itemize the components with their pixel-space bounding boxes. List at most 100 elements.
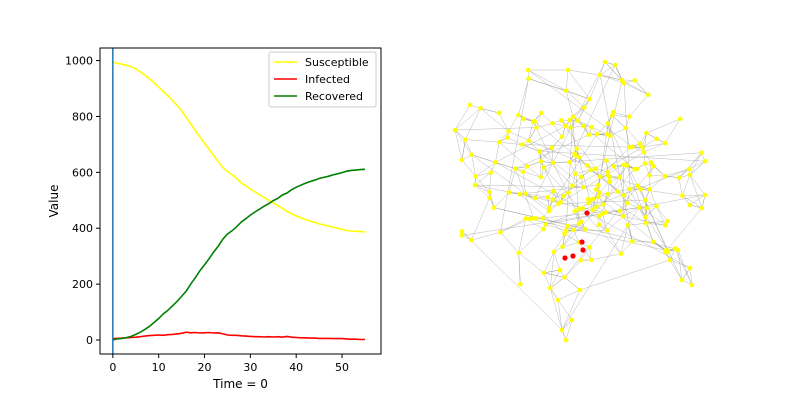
network-edge	[518, 228, 544, 253]
network-edge	[461, 231, 563, 331]
y-tick-label: 200	[72, 278, 93, 291]
network-node-susceptible	[562, 275, 567, 280]
network-edge	[572, 116, 579, 224]
network-edge	[596, 123, 609, 135]
network-edge	[552, 152, 702, 163]
network-node-susceptible	[576, 154, 582, 160]
network-edge	[550, 251, 555, 289]
network-node-susceptible	[687, 265, 693, 271]
network-node-susceptible	[496, 110, 502, 116]
network-node-susceptible	[525, 67, 531, 73]
network-node-susceptible	[531, 216, 536, 221]
network-edge	[528, 127, 537, 141]
network-edge	[567, 69, 601, 76]
network-edge	[558, 199, 646, 205]
network-node-susceptible	[627, 144, 632, 150]
network-node-susceptible	[619, 77, 625, 83]
network-node-susceptible	[623, 125, 628, 131]
network-edge	[522, 171, 526, 194]
network-node-susceptible	[516, 250, 521, 256]
network-edge	[567, 69, 590, 100]
network-node-susceptible	[487, 195, 492, 201]
network-node-susceptible	[586, 200, 591, 206]
network-edge	[552, 138, 657, 200]
network-node-infected	[580, 247, 586, 253]
legend: Susceptible Infected Recovered	[268, 51, 377, 108]
network-edge	[689, 174, 706, 196]
network-edge	[480, 108, 499, 114]
network-edge	[656, 206, 668, 222]
network-node-susceptible	[702, 158, 708, 164]
network-edge	[598, 216, 608, 231]
network-node-susceptible	[686, 166, 692, 172]
network-node-susceptible	[568, 125, 573, 130]
network-edge	[474, 184, 490, 199]
network-node-susceptible	[596, 194, 601, 200]
network-node-susceptible	[604, 158, 609, 163]
network-node-susceptible	[654, 204, 659, 209]
network-node-susceptible	[472, 182, 478, 188]
x-ticks: 0 10 20 30 40 50	[109, 354, 349, 374]
network-node-susceptible	[563, 123, 568, 129]
network-edge	[606, 230, 622, 254]
network-node-susceptible	[610, 113, 615, 118]
network-node-susceptible	[647, 186, 653, 192]
network-edge	[461, 139, 466, 161]
network-node-infected	[570, 253, 576, 259]
network-edge	[665, 118, 681, 144]
network-edge	[612, 115, 630, 117]
network-edge	[643, 142, 666, 153]
network-edge	[540, 162, 554, 178]
network-edge	[471, 232, 501, 241]
network-node-susceptible	[689, 282, 695, 288]
network-graph	[452, 59, 708, 343]
network-edge	[613, 112, 630, 117]
network-node-susceptible	[699, 150, 704, 156]
network-edge	[566, 69, 569, 91]
network-edge	[688, 152, 702, 170]
network-edge	[688, 161, 706, 170]
network-edge	[626, 188, 631, 204]
network-edge	[543, 272, 565, 278]
network-edge	[550, 287, 559, 301]
network-node-susceptible	[594, 131, 600, 137]
network-edge	[495, 162, 691, 269]
network-edge	[623, 207, 640, 217]
network-edge	[565, 319, 573, 341]
network-node-susceptible	[540, 215, 545, 221]
network-node-susceptible	[541, 165, 547, 170]
network-node-susceptible	[675, 247, 681, 253]
network-node-susceptible	[617, 208, 623, 214]
network-edge	[507, 137, 523, 145]
network-node-susceptible	[551, 188, 556, 194]
network-edge	[454, 104, 471, 131]
network-edge	[689, 267, 693, 286]
network-node-susceptible	[643, 215, 648, 220]
network-node-susceptible	[594, 204, 599, 210]
network-edge	[500, 218, 530, 233]
network-node-susceptible	[687, 172, 693, 178]
network-edge	[550, 269, 561, 289]
network-edge	[591, 253, 621, 261]
network-node-susceptible	[558, 118, 564, 123]
network-edge	[624, 82, 649, 95]
network-edge	[454, 129, 466, 140]
network-node-susceptible	[578, 257, 584, 263]
network-node-susceptible	[521, 116, 526, 122]
legend-box	[268, 51, 377, 108]
network-node-susceptible	[545, 194, 550, 200]
network-node-susceptible	[589, 125, 595, 130]
network-node-susceptible	[624, 200, 630, 206]
network-edge	[550, 277, 565, 289]
network-node-susceptible	[582, 105, 587, 110]
network-node-susceptible	[644, 205, 649, 211]
network-edge	[489, 172, 491, 193]
network-edge	[465, 108, 481, 140]
network-node-susceptible	[459, 229, 465, 234]
y-axis-label: Value	[47, 185, 61, 218]
network-edge	[569, 64, 616, 163]
network-edge	[579, 259, 671, 291]
network-edge	[599, 74, 623, 81]
legend-label-recovered: Recovered	[305, 90, 363, 103]
